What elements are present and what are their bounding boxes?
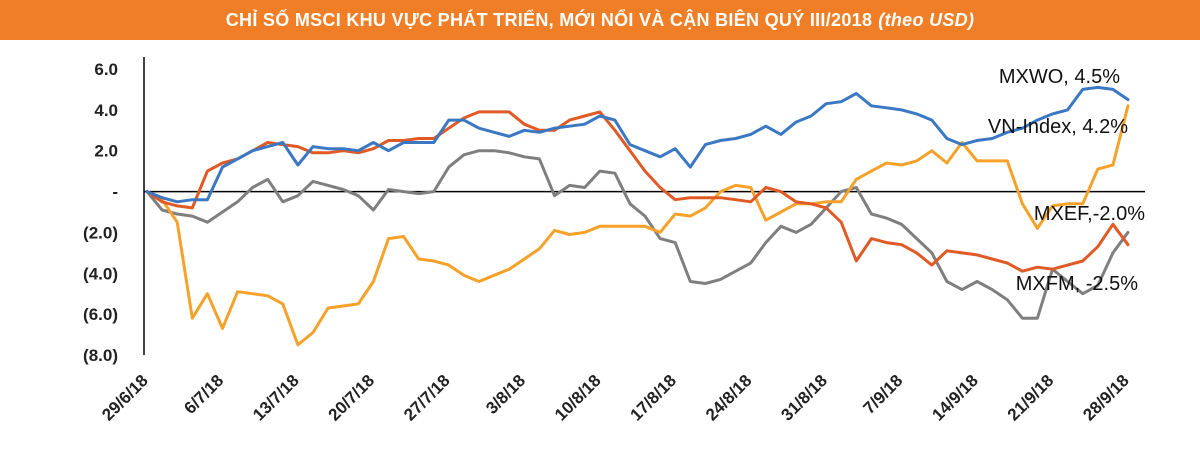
chart-title-unit: (theo USD) bbox=[878, 9, 975, 30]
series-label-vn-index: VN-Index, 4.2% bbox=[988, 116, 1128, 138]
x-tick-label: 21/9/18 bbox=[1004, 371, 1058, 425]
y-tick-label: 2.0 bbox=[94, 142, 118, 161]
x-tick-label: 17/8/18 bbox=[627, 371, 681, 425]
y-tick-label: - bbox=[112, 183, 118, 202]
x-tick-label: 6/7/18 bbox=[180, 371, 227, 418]
y-tick-label: 6.0 bbox=[94, 60, 118, 79]
series-label-mxfm: MXFM, -2.5% bbox=[1016, 273, 1138, 295]
series-label-mxwo: MXWO, 4.5% bbox=[999, 66, 1120, 88]
series-line-mxwo bbox=[145, 85, 1130, 204]
x-tick-label: 7/9/18 bbox=[860, 371, 907, 418]
y-tick-label: (2.0) bbox=[83, 223, 118, 242]
series-label-mxef: MXEF,-2.0% bbox=[1034, 203, 1145, 225]
x-tick-label: 13/7/18 bbox=[249, 371, 303, 425]
y-tick-label: (4.0) bbox=[83, 264, 118, 283]
x-tick-label: 14/9/18 bbox=[928, 371, 982, 425]
x-tick-label: 10/8/18 bbox=[551, 371, 605, 425]
series-line-mxfm bbox=[145, 149, 1130, 320]
series-line-vn-index bbox=[145, 104, 1130, 347]
y-tick-label: (6.0) bbox=[83, 305, 118, 324]
x-tick-label: 29/6/18 bbox=[98, 371, 152, 425]
x-tick-label: 24/8/18 bbox=[702, 371, 756, 425]
line-chart: 6.0 4.0 2.0 - (2.0) (4.0) (6.0) (8.0) 29/6/18 6/7… bbox=[83, 57, 1145, 425]
x-tick-label: 27/7/18 bbox=[400, 371, 454, 425]
chart-area: 6.0 4.0 2.0 - (2.0) (4.0) (6.0) (8.0) 29/6/18 6/7… bbox=[0, 40, 1200, 467]
chart-title-bar: CHỈ SỐ MSCI KHU VỰC PHÁT TRIỂN, MỚI NỔI … bbox=[0, 0, 1200, 40]
x-tick-label: 20/7/18 bbox=[325, 371, 379, 425]
x-tick-label: 3/8/18 bbox=[482, 371, 529, 418]
y-tick-label: (8.0) bbox=[83, 346, 118, 365]
x-tick-label: 31/8/18 bbox=[777, 371, 831, 425]
y-tick-label: 4.0 bbox=[94, 101, 118, 120]
chart-title: CHỈ SỐ MSCI KHU VỰC PHÁT TRIỂN, MỚI NỔI … bbox=[225, 9, 873, 30]
x-tick-label: 28/9/18 bbox=[1079, 371, 1133, 425]
